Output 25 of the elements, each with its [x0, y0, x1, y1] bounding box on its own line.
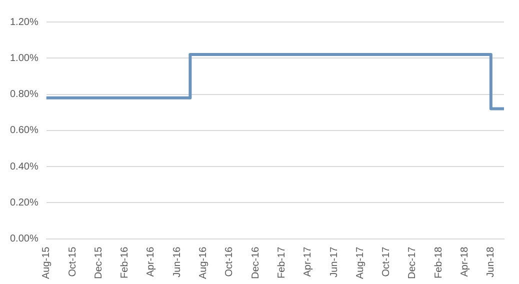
x-tick-label: Feb-17 — [276, 246, 288, 278]
y-tick-label: 1.20% — [10, 16, 38, 28]
x-tick-label: Dec-17 — [407, 246, 418, 280]
x-tick-label: Oct-17 — [381, 246, 392, 277]
x-tick-label: Feb-18 — [433, 246, 444, 278]
x-tick-label: Oct-15 — [67, 246, 78, 277]
y-tick-label: 0.60% — [10, 125, 38, 136]
x-tick-label: Dec-15 — [93, 246, 104, 280]
y-tick-label: 0.20% — [10, 197, 38, 208]
x-tick-label: Jun-16 — [172, 246, 183, 278]
y-tick-label: 0.40% — [10, 161, 38, 172]
x-tick-label: Feb-16 — [120, 246, 131, 278]
x-tick-label: Apr-18 — [460, 246, 471, 277]
x-tick-label: Aug-16 — [198, 246, 210, 280]
x-tick-label: Aug-15 — [41, 246, 52, 280]
x-tick-label: Apr-17 — [302, 246, 314, 277]
x-tick-label: Aug-17 — [354, 246, 366, 280]
x-tick-label: Jun-17 — [328, 246, 340, 278]
y-tick-label: 0.00% — [10, 234, 38, 245]
x-tick-label: Oct-16 — [224, 246, 236, 277]
x-tick-label: Dec-16 — [250, 246, 262, 280]
x-tick-label: Apr-16 — [146, 246, 157, 277]
y-tick-label: 1.00% — [10, 52, 38, 64]
x-tick-label: Jun-18 — [486, 246, 497, 278]
y-tick-label: 0.80% — [10, 89, 38, 100]
